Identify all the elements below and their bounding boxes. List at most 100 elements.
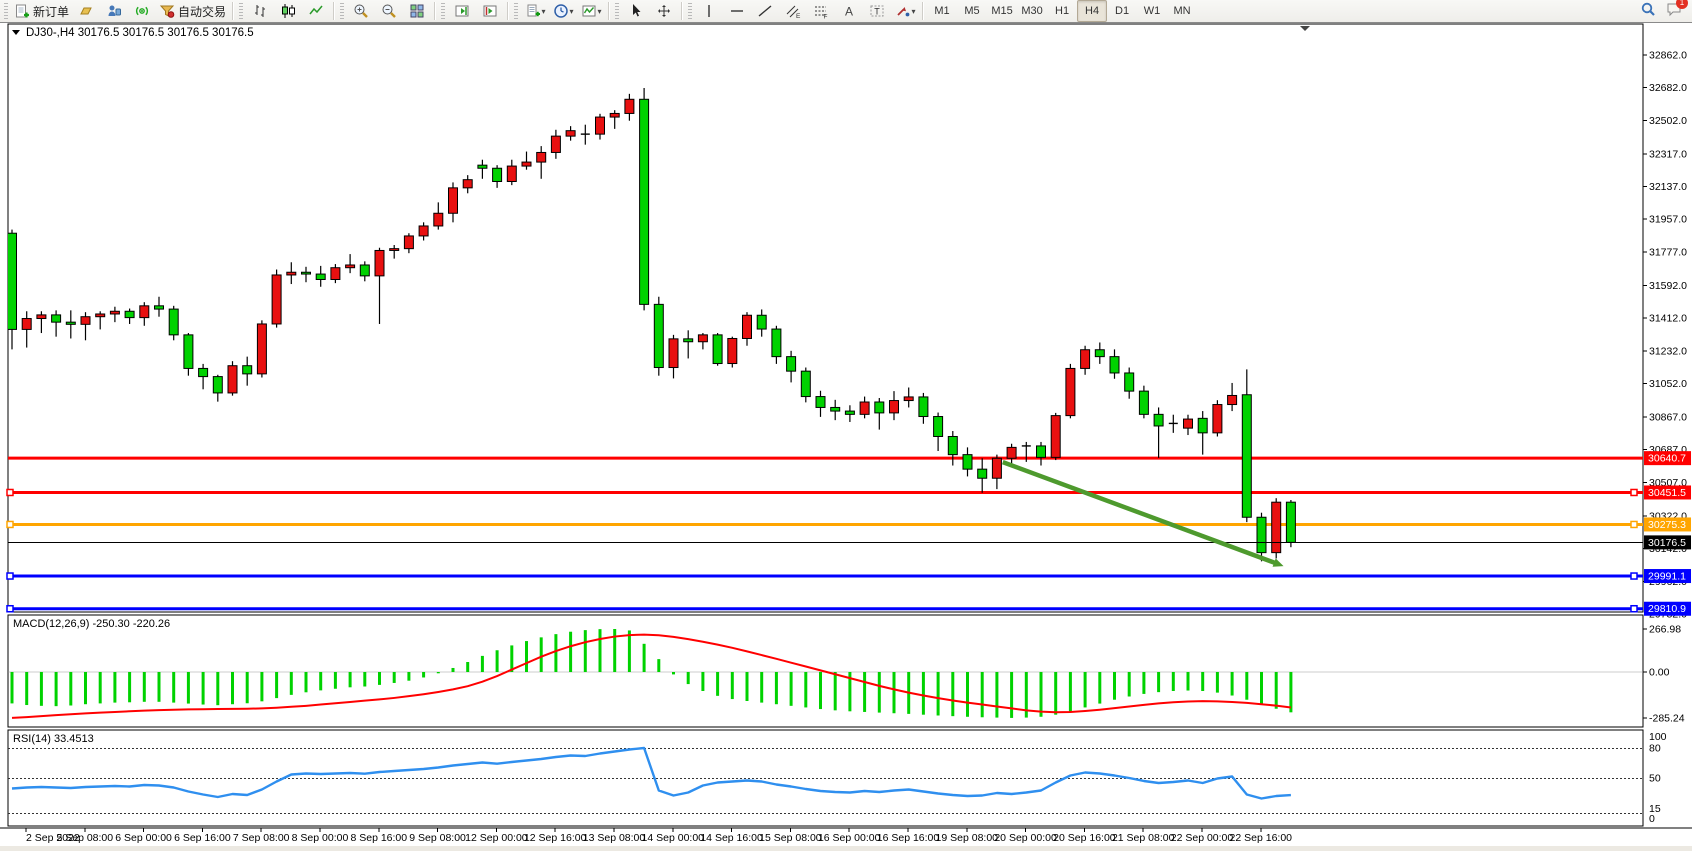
chevron-down-icon[interactable]: ▾ bbox=[911, 6, 916, 16]
equidistant-channel-button[interactable]: E bbox=[779, 0, 807, 22]
svg-text:30867.0: 30867.0 bbox=[1649, 412, 1687, 424]
trend-arrow-annotation[interactable] bbox=[1001, 459, 1284, 567]
svg-text:30275.3: 30275.3 bbox=[1648, 519, 1686, 531]
toolbar-grip bbox=[441, 3, 446, 19]
svg-text:266.98: 266.98 bbox=[1649, 623, 1681, 635]
svg-text:12 Sep 16:00: 12 Sep 16:00 bbox=[524, 832, 587, 844]
svg-text:31232.0: 31232.0 bbox=[1649, 345, 1687, 357]
community-button[interactable] bbox=[100, 0, 128, 22]
crosshair-button[interactable] bbox=[650, 0, 678, 22]
svg-text:9 Sep 08:00: 9 Sep 08:00 bbox=[409, 832, 466, 844]
bar-chart-button[interactable] bbox=[246, 0, 274, 22]
line-handle[interactable] bbox=[6, 488, 14, 497]
svg-text:7 Sep 08:00: 7 Sep 08:00 bbox=[233, 832, 290, 844]
tile-windows-button[interactable] bbox=[403, 0, 431, 22]
fibonacci-button[interactable]: F bbox=[807, 0, 835, 22]
auto-scroll-icon bbox=[455, 5, 469, 17]
new-order-button-label: 新订单 bbox=[33, 4, 70, 19]
new-order-icon bbox=[16, 4, 29, 18]
chevron-down-icon[interactable]: ▾ bbox=[597, 6, 602, 16]
new-order-button[interactable]: 新订单 bbox=[11, 0, 72, 22]
text-button[interactable]: A bbox=[835, 0, 863, 22]
price-badge-30275.3: 30275.3 bbox=[1644, 517, 1691, 532]
svg-text:20 Sep 16:00: 20 Sep 16:00 bbox=[1053, 832, 1116, 844]
svg-text:T: T bbox=[874, 7, 880, 17]
price-lines-layer bbox=[8, 456, 1643, 611]
macd-axis[interactable]: 266.98 0.00 -285.24 bbox=[1643, 623, 1685, 724]
svg-text:32862.0: 32862.0 bbox=[1649, 50, 1687, 62]
chevron-down-icon[interactable]: ▾ bbox=[541, 6, 546, 16]
zoom-out-button[interactable] bbox=[375, 0, 403, 22]
timeframe-h4[interactable]: H4 bbox=[1077, 0, 1108, 22]
autotrading-button[interactable]: 自动交易 bbox=[156, 0, 229, 22]
chart-title: DJ30-,H4 30176.5 30176.5 30176.5 30176.5 bbox=[26, 27, 254, 39]
line-handle[interactable] bbox=[6, 572, 14, 580]
templates-button[interactable]: ▾ bbox=[577, 0, 605, 22]
line-handle[interactable] bbox=[6, 604, 14, 613]
timeframe-w1[interactable]: W1 bbox=[1143, 5, 1161, 17]
line-handle[interactable] bbox=[6, 520, 14, 529]
line-handle[interactable] bbox=[1630, 488, 1638, 497]
new-chart-icon bbox=[527, 4, 540, 17]
cursor-icon bbox=[633, 4, 641, 17]
timeframe-m15[interactable]: M15 bbox=[991, 5, 1013, 17]
timeframe-m30[interactable]: M30 bbox=[1021, 5, 1043, 17]
search-icon bbox=[1641, 2, 1655, 16]
svg-text:31052.0: 31052.0 bbox=[1649, 378, 1687, 390]
toolbar-group-3 bbox=[448, 0, 504, 23]
zoom-in-button[interactable] bbox=[347, 0, 375, 22]
clock-icon bbox=[553, 4, 568, 18]
svg-text:31777.0: 31777.0 bbox=[1649, 246, 1687, 258]
metaeditor-button[interactable] bbox=[72, 0, 100, 22]
chevron-down-icon[interactable]: ▾ bbox=[569, 6, 574, 16]
text-a-icon: A bbox=[845, 5, 853, 19]
chart-shift-button[interactable] bbox=[476, 0, 504, 22]
svg-text:30451.5: 30451.5 bbox=[1648, 487, 1686, 499]
timeframe-m1[interactable]: M1 bbox=[934, 5, 950, 17]
fibonacci-icon: F bbox=[815, 6, 828, 19]
horizontal-line-button[interactable] bbox=[723, 0, 751, 22]
candlestick-chart-button[interactable] bbox=[274, 0, 302, 22]
toolbar-grip bbox=[239, 3, 244, 19]
symbol-dropdown-icon[interactable] bbox=[12, 30, 20, 35]
chart-canvas[interactable]: 32862.0 32682.0 32502.0 32317.0 32137.0 31957… bbox=[0, 23, 1692, 851]
pane-divider-rsi[interactable] bbox=[0, 727, 1692, 731]
alerts-button[interactable] bbox=[128, 0, 156, 22]
svg-text:8 Sep 00:00: 8 Sep 00:00 bbox=[292, 832, 349, 844]
periods-button[interactable]: ▾ bbox=[549, 0, 577, 22]
toolbar-separator bbox=[232, 2, 235, 20]
line-chart-button[interactable] bbox=[302, 0, 330, 22]
trendline-button[interactable] bbox=[751, 0, 779, 22]
svg-text:-285.24: -285.24 bbox=[1649, 712, 1685, 724]
timeframe-d1[interactable]: D1 bbox=[1115, 5, 1130, 17]
timeframe-mn[interactable]: MN bbox=[1173, 5, 1191, 17]
svg-text:14 Sep 00:00: 14 Sep 00:00 bbox=[642, 832, 705, 844]
timeframe-h1[interactable]: H1 bbox=[1055, 5, 1070, 17]
toolbar: 新订单 自动交易 ▾ ▾ ▾ E F A T ▾ M1 M5 M15 M30 H1 H4 D1 W1 MN 1 bbox=[0, 0, 1692, 23]
pane-divider-macd[interactable] bbox=[0, 612, 1692, 616]
svg-text:A: A bbox=[845, 5, 853, 19]
svg-text:30176.5: 30176.5 bbox=[1648, 537, 1686, 549]
text-label-button[interactable]: T bbox=[863, 0, 891, 22]
text-label-icon: T bbox=[870, 5, 884, 17]
radar-icon bbox=[136, 6, 149, 16]
toolbar-separator bbox=[922, 2, 925, 20]
svg-text:8 Sep 16:00: 8 Sep 16:00 bbox=[350, 832, 407, 844]
timeframe-m5[interactable]: M5 bbox=[964, 5, 980, 17]
chat-button[interactable]: 1 bbox=[1666, 0, 1688, 22]
new-chart-button[interactable]: ▾ bbox=[521, 0, 549, 22]
cursor-button[interactable] bbox=[622, 0, 650, 22]
line-handle[interactable] bbox=[1630, 604, 1638, 613]
horizontal-line-icon bbox=[731, 10, 744, 12]
vertical-line-button[interactable] bbox=[695, 0, 723, 22]
arrows-button[interactable]: ▾ bbox=[891, 0, 919, 22]
auto-scroll-button[interactable] bbox=[448, 0, 476, 22]
line-handle[interactable] bbox=[1630, 520, 1638, 529]
person-terminal-icon bbox=[108, 5, 122, 16]
line-handle[interactable] bbox=[1630, 572, 1638, 580]
chart-shift-marker[interactable] bbox=[1300, 26, 1310, 31]
autotrading-button-label: 自动交易 bbox=[178, 4, 227, 19]
search-button[interactable] bbox=[1640, 1, 1656, 22]
